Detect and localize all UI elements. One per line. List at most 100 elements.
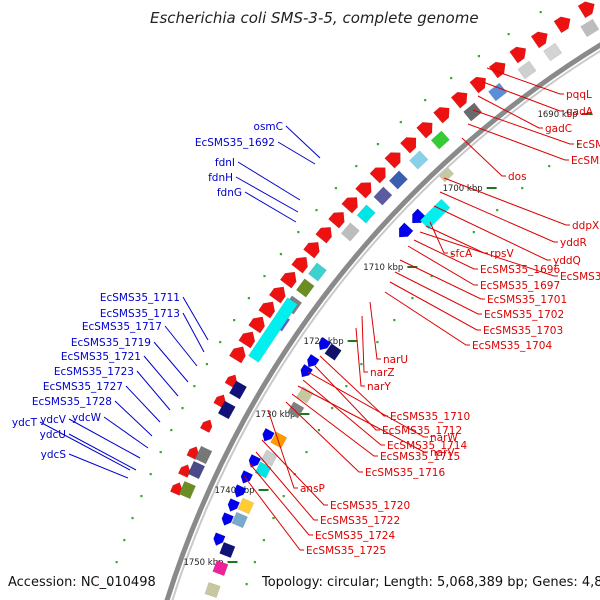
gc-track-dot: [539, 11, 542, 14]
forward-gene-label: EcSMS35_1701: [487, 294, 567, 306]
gc-track-dot: [253, 561, 256, 564]
forward-gene-label: EcSMS35_1697: [480, 280, 560, 292]
forward-gene-block: [194, 445, 213, 465]
reverse-gene-label: EcSMS35_1723: [54, 366, 134, 378]
gc-track-dot: [496, 209, 499, 212]
forward-gene-block: [409, 150, 429, 170]
accession-label: Accession: NC_010498: [8, 575, 156, 590]
forward-gene-label: narZ: [370, 367, 395, 379]
forward-gene-block: [187, 460, 206, 480]
forward-gene-label: pqqL: [566, 89, 592, 101]
forward-gene-arrow: [369, 167, 386, 184]
forward-gene-arrow: [258, 301, 276, 319]
gc-track-dot: [393, 319, 396, 322]
forward-label-connector: [433, 205, 551, 261]
reverse-gene-block: [296, 386, 314, 404]
forward-gene-label: EcSMS35_1704: [472, 340, 552, 352]
forward-label-connector: [389, 281, 481, 331]
reverse-label-connector: [153, 341, 189, 383]
gc-track-dot: [399, 121, 402, 124]
forward-gene-arrow: [328, 212, 345, 229]
reverse-label-connector: [68, 453, 129, 479]
forward-gene-arrow: [228, 346, 246, 364]
forward-gene-block: [178, 480, 196, 500]
reverse-gene-label: ydcS: [41, 449, 67, 461]
forward-gene-block: [356, 204, 376, 224]
reverse-label-connector: [39, 421, 131, 471]
gc-track-dot: [159, 451, 162, 454]
reverse-gene-label: fdnH: [208, 172, 233, 184]
gc-track-dot: [450, 77, 453, 80]
reverse-gene-arrow: [300, 363, 314, 378]
forward-gene-label: EcSMS35_1720: [330, 500, 410, 512]
reverse-gene-label: ydcU: [40, 429, 66, 441]
reverse-gene-block: [324, 343, 342, 361]
forward-label-connector: [407, 245, 478, 286]
forward-gene-block: [373, 186, 393, 206]
reverse-gene-block: [231, 511, 248, 529]
forward-gene-label: narV: [430, 447, 455, 459]
forward-gene-arrow: [509, 46, 527, 64]
gc-track-dot: [548, 165, 551, 168]
gc-track-dot: [376, 341, 379, 344]
forward-gene-arrow: [384, 152, 401, 169]
reverse-gene-label: EcSMS35_1717: [82, 321, 162, 333]
forward-gene-label: EcSMS35_1722: [320, 515, 400, 527]
reverse-gene-block: [419, 198, 451, 230]
reverse-label-connector: [164, 325, 198, 367]
forward-gene-label: narW: [430, 432, 458, 444]
forward-gene-arrow: [553, 16, 571, 34]
forward-label-connector: [443, 177, 570, 226]
forward-gene-arrow: [530, 31, 548, 49]
forward-gene-label: EcSMS35_1682: [576, 139, 600, 151]
forward-gene-arrow: [315, 226, 332, 244]
reverse-gene-label: fdnG: [217, 187, 242, 199]
reverse-gene-block: [439, 167, 455, 183]
forward-label-connector: [429, 221, 448, 254]
reverse-label-connector: [68, 418, 141, 459]
forward-gene-arrow: [577, 1, 595, 19]
kbp-tick-label: 1730 kbp: [255, 410, 295, 420]
reverse-gene-label: ydcW: [72, 412, 102, 424]
forward-label-connector: [369, 301, 381, 360]
kbp-tick-label: 1710 kbp: [363, 263, 403, 273]
forward-gene-arrow: [268, 286, 286, 304]
forward-gene-block: [248, 297, 298, 363]
reverse-gene-label: EcSMS35_1728: [32, 396, 112, 408]
forward-gene-block: [517, 60, 537, 80]
reverse-gene-label: osmC: [254, 121, 283, 133]
forward-gene-arrow: [177, 464, 191, 478]
gc-track-dot: [430, 275, 433, 278]
reverse-gene-block: [287, 401, 305, 419]
forward-label-connector: [394, 271, 482, 315]
forward-label-connector: [439, 191, 558, 243]
gc-track-dot: [331, 407, 334, 410]
forward-gene-label: EcSMS35_1702: [484, 309, 564, 321]
forward-label-connector: [355, 327, 365, 387]
reverse-gene-arrow: [248, 454, 262, 468]
reverse-label-connector: [114, 400, 153, 437]
forward-gene-arrow: [450, 91, 468, 109]
gc-track-dot: [247, 297, 250, 300]
gc-track-dot: [193, 385, 196, 388]
forward-gene-block: [340, 222, 360, 242]
forward-gene-block: [308, 262, 327, 282]
forward-gene-arrow: [238, 331, 256, 349]
genome-title: Escherichia coli SMS-3-5, complete genom…: [150, 9, 479, 27]
forward-gene-label: EcSMS35_1710: [390, 411, 470, 423]
reverse-label-connector: [68, 433, 137, 471]
forward-gene-arrow: [399, 137, 417, 154]
reverse-gene-arrow: [262, 427, 275, 442]
forward-gene-block: [228, 380, 248, 400]
gc-track-dot: [472, 231, 475, 234]
reverse-gene-arrow: [307, 353, 320, 368]
forward-gene-label: sfcA: [450, 248, 473, 260]
reverse-gene-arrow: [318, 336, 332, 351]
reverse-label-connector: [103, 416, 149, 449]
reverse-label-connector: [125, 385, 161, 423]
forward-gene-arrow: [248, 316, 265, 334]
gc-track-dot: [360, 363, 363, 366]
forward-gene-arrow: [279, 271, 297, 289]
forward-gene-block: [580, 18, 600, 38]
